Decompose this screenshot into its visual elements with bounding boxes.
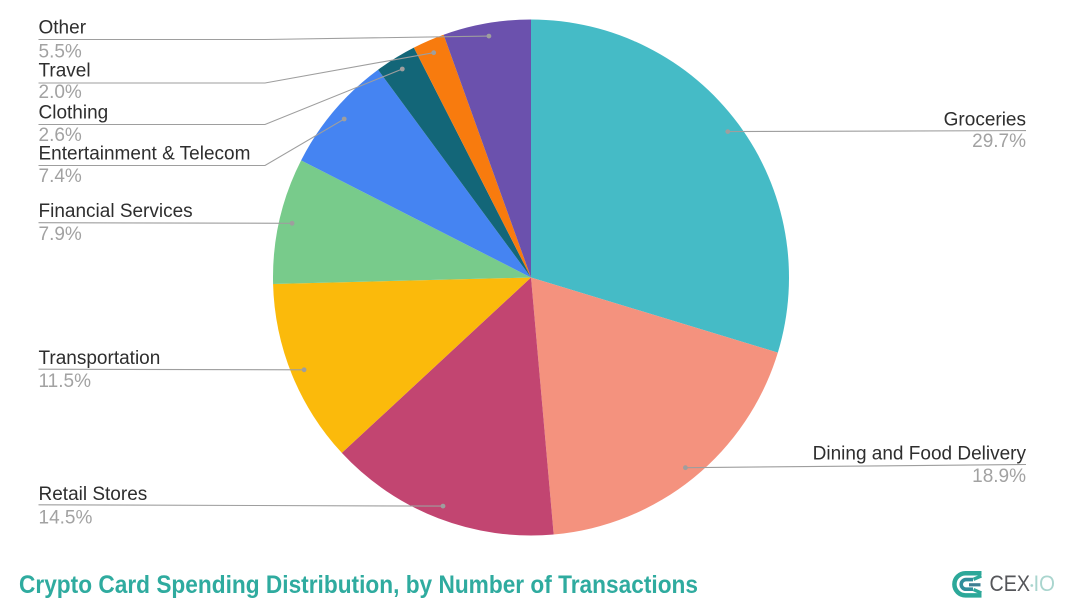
svg-text:14.5%: 14.5% xyxy=(39,508,93,529)
svg-text:7.4%: 7.4% xyxy=(39,166,82,187)
svg-text:7.9%: 7.9% xyxy=(39,224,82,245)
svg-text:Entertainment & Telecom: Entertainment & Telecom xyxy=(39,144,251,165)
svg-text:29.7%: 29.7% xyxy=(972,131,1026,152)
svg-text:2.6%: 2.6% xyxy=(39,125,82,146)
svg-text:5.5%: 5.5% xyxy=(39,42,82,63)
svg-text:11.5%: 11.5% xyxy=(39,371,92,392)
svg-text:Other: Other xyxy=(39,18,87,39)
svg-text:Crypto Card Spending Distribut: Crypto Card Spending Distribution, by Nu… xyxy=(19,571,698,599)
svg-text:Retail Stores: Retail Stores xyxy=(39,484,148,505)
svg-text:IO: IO xyxy=(1034,571,1056,596)
svg-text:18.9%: 18.9% xyxy=(972,466,1026,487)
svg-text:Clothing: Clothing xyxy=(39,103,109,124)
svg-text:CEX: CEX xyxy=(990,571,1031,596)
svg-text:Groceries: Groceries xyxy=(944,109,1026,130)
svg-text:Dining and Food Delivery: Dining and Food Delivery xyxy=(813,443,1027,464)
svg-text:Transportation: Transportation xyxy=(39,348,161,369)
svg-text:Travel: Travel xyxy=(39,61,91,82)
svg-text:Financial Services: Financial Services xyxy=(39,201,193,222)
svg-text:2.0%: 2.0% xyxy=(39,82,82,103)
